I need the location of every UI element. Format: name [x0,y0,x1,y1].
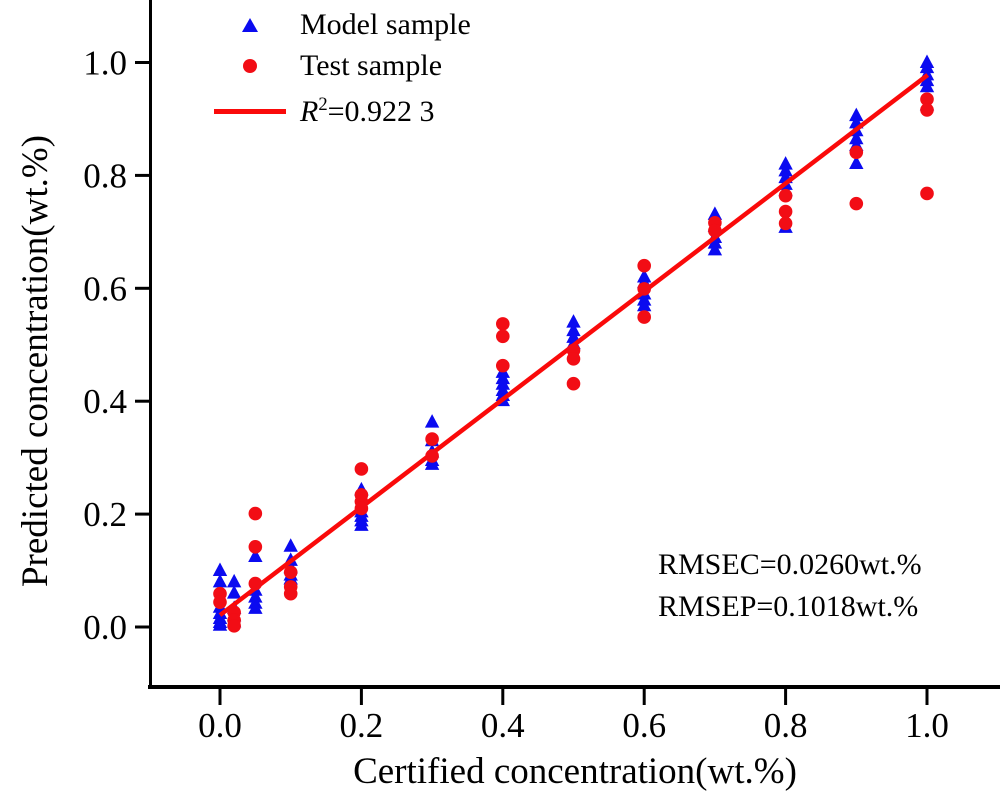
model-sample-point [212,617,228,631]
x-tick-label: 0.2 [340,706,384,745]
test-sample-point [920,92,934,106]
model-sample-point [849,130,864,145]
test-sample-point [849,145,864,160]
test-sample-point [920,103,934,117]
test-sample-point [354,501,369,516]
test-sample-point [425,432,439,446]
test-sample-point [425,449,439,463]
fit-line-icon [214,108,286,114]
test-sample-point [213,595,227,609]
test-sample-point [496,317,510,331]
x-axis-title: Certified concentration(wt.%) [353,751,797,792]
test-sample-point [778,188,793,203]
model-sample-point [707,235,723,249]
rmsec-text: RMSEC=0.0260wt.% [658,548,922,581]
test-sample-point [778,204,793,219]
legend-item-fitline: R2=0.922 3 [214,91,634,131]
y-tick-label: 0.0 [83,608,127,647]
model-sample-point [707,206,723,220]
legend-item-model: Model sample [214,6,634,44]
x-tick-label: 0.6 [622,706,666,745]
model-sample-point [566,322,581,337]
test-sample-point [283,586,298,601]
test-sample-point [637,310,651,324]
model-sample-point [226,585,242,599]
model-sample-point [849,107,864,122]
test-sample-point [283,565,298,580]
x-tick-label: 0.0 [198,706,242,745]
y-tick-label: 0.6 [83,269,127,308]
model-sample-point [919,78,935,93]
test-sample-point [637,282,651,296]
y-tick-label: 1.0 [83,44,127,83]
model-sample-point [424,414,440,428]
test-sample-point [920,186,934,201]
test-sample-point [566,376,581,391]
test-sample-point [566,352,581,366]
model-sample-point [354,517,369,531]
model-sample-point [919,59,935,74]
model-sample-point [637,297,652,312]
legend-test-label: Test sample [300,49,443,82]
model-sample-point [778,162,793,177]
model-sample-point [849,155,864,170]
model-sample-point [212,562,228,577]
model-triangle-icon [242,18,258,32]
model-sample-point [212,573,228,588]
test-sample-point [637,258,651,273]
x-tick-label: 0.4 [481,706,525,745]
legend-model-label: Model sample [300,8,471,41]
rmsep-text: RMSEP=0.1018wt.% [658,590,919,623]
y-axis-title: Predicted concentration(wt.%) [15,134,56,588]
test-sample-point [354,462,369,476]
x-tick-label: 1.0 [905,706,949,745]
test-sample-point [496,329,510,344]
stats-annotation: RMSEC=0.0260wt.% RMSEP=0.1018wt.% [658,544,922,628]
model-sample-point [248,600,263,614]
model-sample-point [707,241,723,256]
test-sample-point [778,216,793,231]
test-circle-icon [243,59,257,73]
y-tick-label: 0.2 [83,495,127,534]
test-sample-point [248,540,263,554]
legend: Model sample Test sample R2=0.922 3 [214,6,634,131]
model-sample-point [283,538,298,552]
legend-item-test: Test sample [214,47,634,85]
test-sample-point [227,619,241,633]
model-sample-point [248,548,263,562]
test-sample-point [849,196,864,211]
legend-r2-label: R2=0.922 3 [300,93,435,128]
model-sample-point [226,573,242,588]
model-sample-point [778,156,793,170]
y-tick-label: 0.4 [83,382,127,421]
test-sample-point [708,223,722,238]
x-tick-label: 0.8 [764,706,808,745]
test-sample-point [248,506,263,521]
model-sample-point [566,314,581,328]
y-tick-label: 0.8 [83,156,127,195]
model-sample-point [424,456,440,470]
test-sample-point [248,576,263,591]
test-sample-point [496,358,510,373]
